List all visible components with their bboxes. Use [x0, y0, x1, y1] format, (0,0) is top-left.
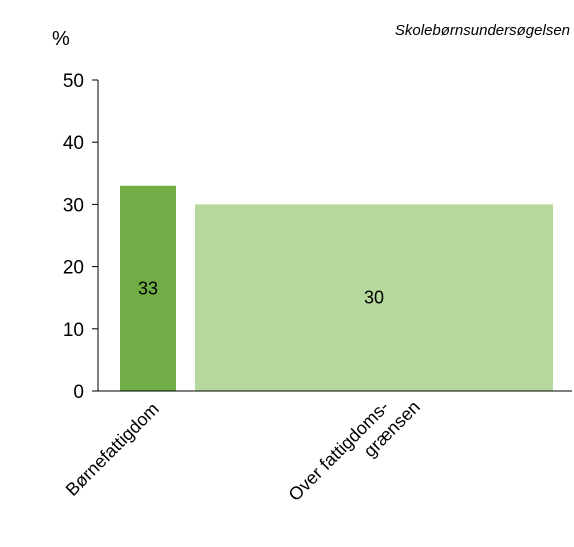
y-tick-label: 10 [63, 320, 84, 341]
y-tick-label: 0 [73, 382, 84, 403]
bar [120, 185, 176, 391]
bars: 33 30 [120, 185, 553, 391]
source-label: Skolebørnsundersøgelsen [395, 22, 570, 39]
y-unit-label: % [52, 28, 70, 50]
y-tick-label: 50 [63, 71, 84, 92]
x-category-label: Over fattigdoms-grænsen [285, 381, 424, 520]
category-labels: Børnefattigdom Over fattigdoms-grænsen [62, 381, 424, 520]
bar [195, 204, 553, 391]
bar-value-label: 33 [138, 278, 158, 298]
x-category-label: Børnefattigdom [62, 399, 163, 500]
y-tick-label: 20 [63, 258, 84, 279]
y-tick-label: 40 [63, 133, 84, 154]
x-category-label-line: Børnefattigdom [62, 399, 163, 500]
y-ticks: 0 10 20 30 40 50 [63, 71, 98, 403]
bar-value-label: 30 [364, 288, 384, 308]
y-tick-label: 30 [63, 195, 84, 216]
